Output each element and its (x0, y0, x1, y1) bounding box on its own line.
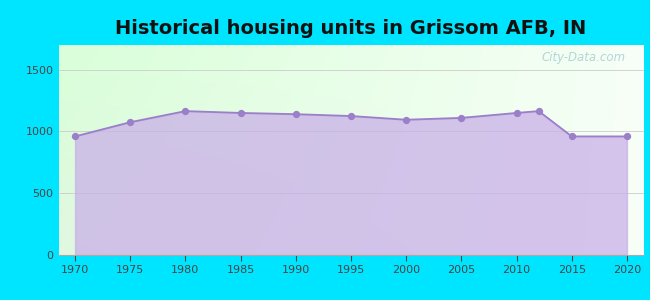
Point (534, 109, 544, 113)
Title: Historical housing units in Grissom AFB, IN: Historical housing units in Grissom AFB,… (116, 19, 586, 38)
Point (456, 116, 467, 120)
Point (235, 110, 246, 115)
Text: City-Data.com: City-Data.com (542, 51, 626, 64)
Point (512, 110, 522, 115)
Point (125, 120, 135, 124)
Point (180, 109, 190, 113)
Point (401, 117, 411, 122)
Point (622, 134, 632, 139)
Point (567, 134, 577, 139)
Point (291, 112, 301, 117)
Point (70, 134, 80, 139)
Point (346, 114, 356, 118)
